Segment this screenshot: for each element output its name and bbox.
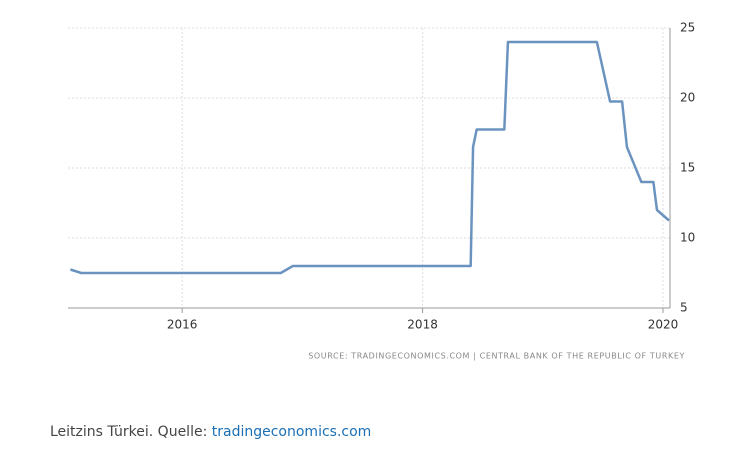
chart: SOURCE: TRADINGECONOMICS.COM | CENTRAL B…: [68, 21, 695, 361]
y-tick-label: 5: [680, 301, 688, 315]
source: SOURCE: TRADINGECONOMICS.COM | CENTRAL B…: [308, 352, 685, 361]
y-tick-label: 10: [680, 231, 695, 245]
x-tick-label: 2020: [648, 318, 679, 332]
y-tick-label: 15: [680, 161, 695, 175]
x-tick-label: 2018: [407, 318, 438, 332]
caption: Leitzins Türkei. Quelle: tradingeconomic…: [50, 424, 371, 440]
x-tick-label: 2016: [167, 318, 198, 332]
caption-link[interactable]: tradingeconomics.com: [211, 424, 372, 440]
caption-text: Leitzins Türkei. Quelle:: [50, 424, 212, 440]
y-tick-label: 20: [680, 91, 695, 105]
line: [70, 40, 670, 275]
y-tick-label: 25: [680, 21, 695, 35]
